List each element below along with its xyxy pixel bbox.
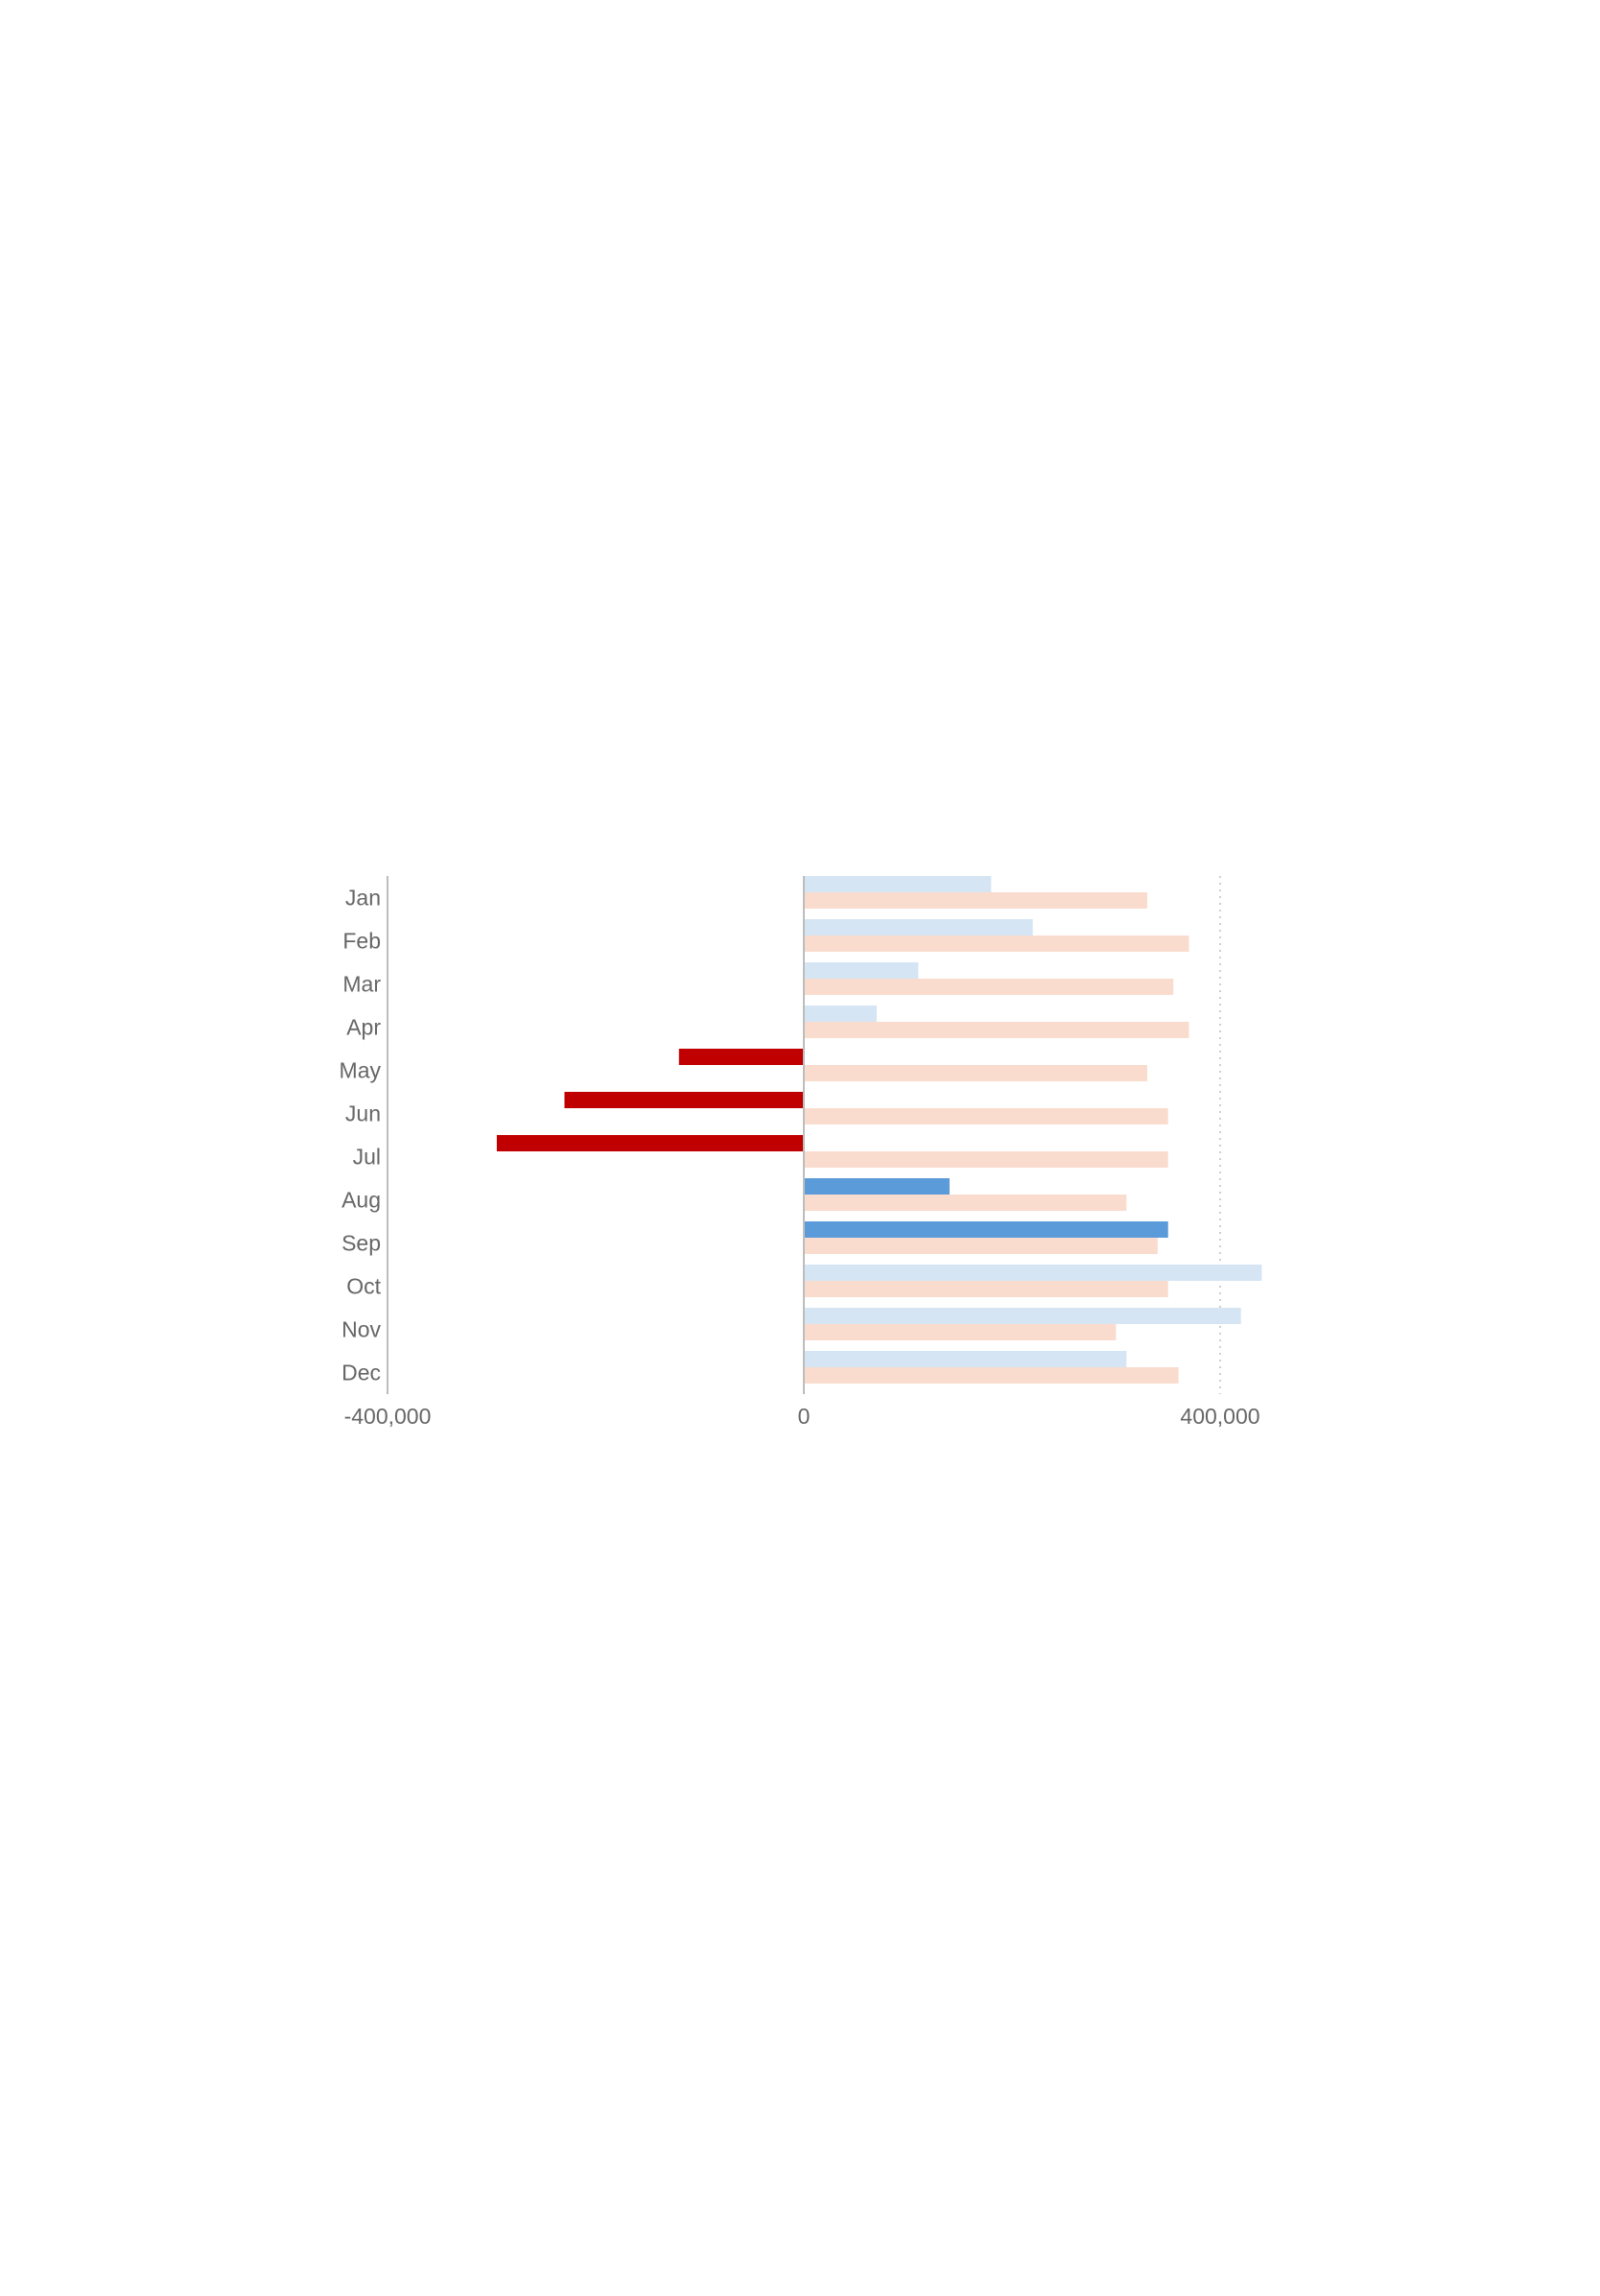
bar-comparison-jul — [804, 1151, 1168, 1168]
bar-primary-dec — [804, 1351, 1127, 1367]
category-label-sep: Sep — [341, 1231, 381, 1256]
category-label-may: May — [340, 1058, 382, 1083]
bar-primary-oct — [804, 1265, 1262, 1281]
category-label-feb: Feb — [342, 929, 381, 954]
category-label-jan: Jan — [345, 886, 381, 911]
bar-primary-may — [678, 1049, 804, 1065]
bar-primary-jun — [564, 1092, 804, 1108]
x-tick-label: 400,000 — [1180, 1404, 1259, 1429]
bars-layer — [496, 876, 1262, 1384]
x-tick-label: 0 — [798, 1404, 811, 1429]
bar-comparison-feb — [804, 935, 1189, 952]
labels-layer: Jan Feb Mar Apr May Jun Jul Aug Sep Oct Nov Dec -400… — [340, 886, 1260, 1430]
bar-comparison-mar — [804, 979, 1174, 995]
category-label-mar: Mar — [342, 972, 381, 997]
category-label-aug: Aug — [341, 1188, 381, 1213]
axis-layer — [387, 876, 805, 1394]
bar-comparison-apr — [804, 1022, 1189, 1038]
bar-primary-aug — [804, 1178, 950, 1195]
bar-primary-apr — [804, 1006, 877, 1022]
bar-primary-jul — [496, 1135, 804, 1151]
bar-primary-sep — [804, 1221, 1168, 1238]
bar-comparison-aug — [804, 1195, 1127, 1211]
category-label-jun: Jun — [345, 1101, 381, 1126]
x-tick-label: -400,000 — [344, 1404, 432, 1429]
bar-comparison-nov — [804, 1324, 1117, 1340]
bar-primary-nov — [804, 1308, 1241, 1324]
category-label-dec: Dec — [341, 1361, 381, 1385]
bar-comparison-may — [804, 1065, 1148, 1081]
bar-primary-feb — [804, 919, 1033, 935]
bar-comparison-oct — [804, 1281, 1168, 1297]
bar-comparison-sep — [804, 1238, 1158, 1254]
bar-comparison-jun — [804, 1108, 1168, 1124]
category-label-oct: Oct — [346, 1274, 381, 1299]
category-label-jul: Jul — [353, 1145, 381, 1170]
bar-primary-mar — [804, 962, 919, 979]
bar-primary-jan — [804, 876, 992, 892]
category-label-nov: Nov — [341, 1317, 381, 1342]
category-label-apr: Apr — [346, 1015, 381, 1040]
bar-comparison-jan — [804, 892, 1148, 909]
bar-comparison-dec — [804, 1367, 1179, 1384]
